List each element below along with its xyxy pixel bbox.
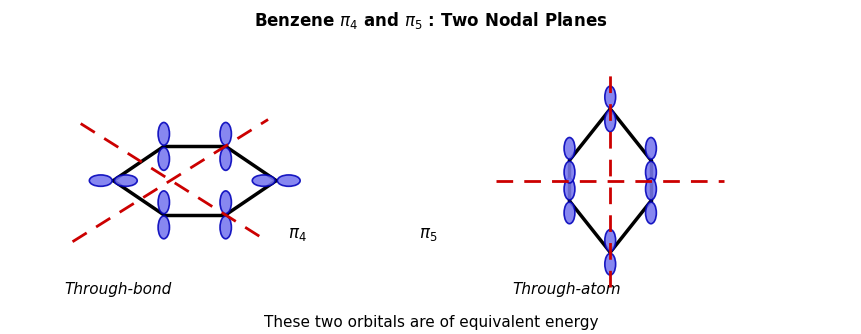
Ellipse shape — [563, 178, 574, 200]
Ellipse shape — [220, 216, 231, 239]
Ellipse shape — [220, 123, 231, 145]
Text: Through-atom: Through-atom — [512, 283, 621, 298]
Ellipse shape — [645, 138, 655, 159]
Ellipse shape — [604, 229, 615, 251]
Ellipse shape — [90, 175, 112, 186]
Ellipse shape — [252, 175, 275, 186]
Ellipse shape — [645, 161, 655, 183]
Ellipse shape — [220, 191, 231, 214]
Ellipse shape — [563, 202, 574, 224]
Text: $\pi_5$: $\pi_5$ — [418, 225, 437, 243]
Ellipse shape — [645, 202, 655, 224]
Ellipse shape — [604, 110, 615, 132]
Ellipse shape — [158, 191, 170, 214]
Text: Benzene $\pi_4$ and $\pi_5$ : Two Nodal Planes: Benzene $\pi_4$ and $\pi_5$ : Two Nodal … — [254, 10, 607, 30]
Ellipse shape — [277, 175, 300, 186]
Ellipse shape — [604, 86, 615, 108]
Ellipse shape — [158, 123, 170, 145]
Ellipse shape — [115, 175, 137, 186]
Ellipse shape — [645, 178, 655, 200]
Ellipse shape — [604, 254, 615, 275]
Text: $\pi_4$: $\pi_4$ — [288, 225, 307, 243]
Text: Through-bond: Through-bond — [65, 283, 171, 298]
Text: These two orbitals are of equivalent energy: These two orbitals are of equivalent ene… — [263, 315, 598, 330]
Ellipse shape — [563, 161, 574, 183]
Ellipse shape — [220, 148, 231, 170]
Ellipse shape — [158, 216, 170, 239]
Ellipse shape — [563, 138, 574, 159]
Ellipse shape — [158, 148, 170, 170]
